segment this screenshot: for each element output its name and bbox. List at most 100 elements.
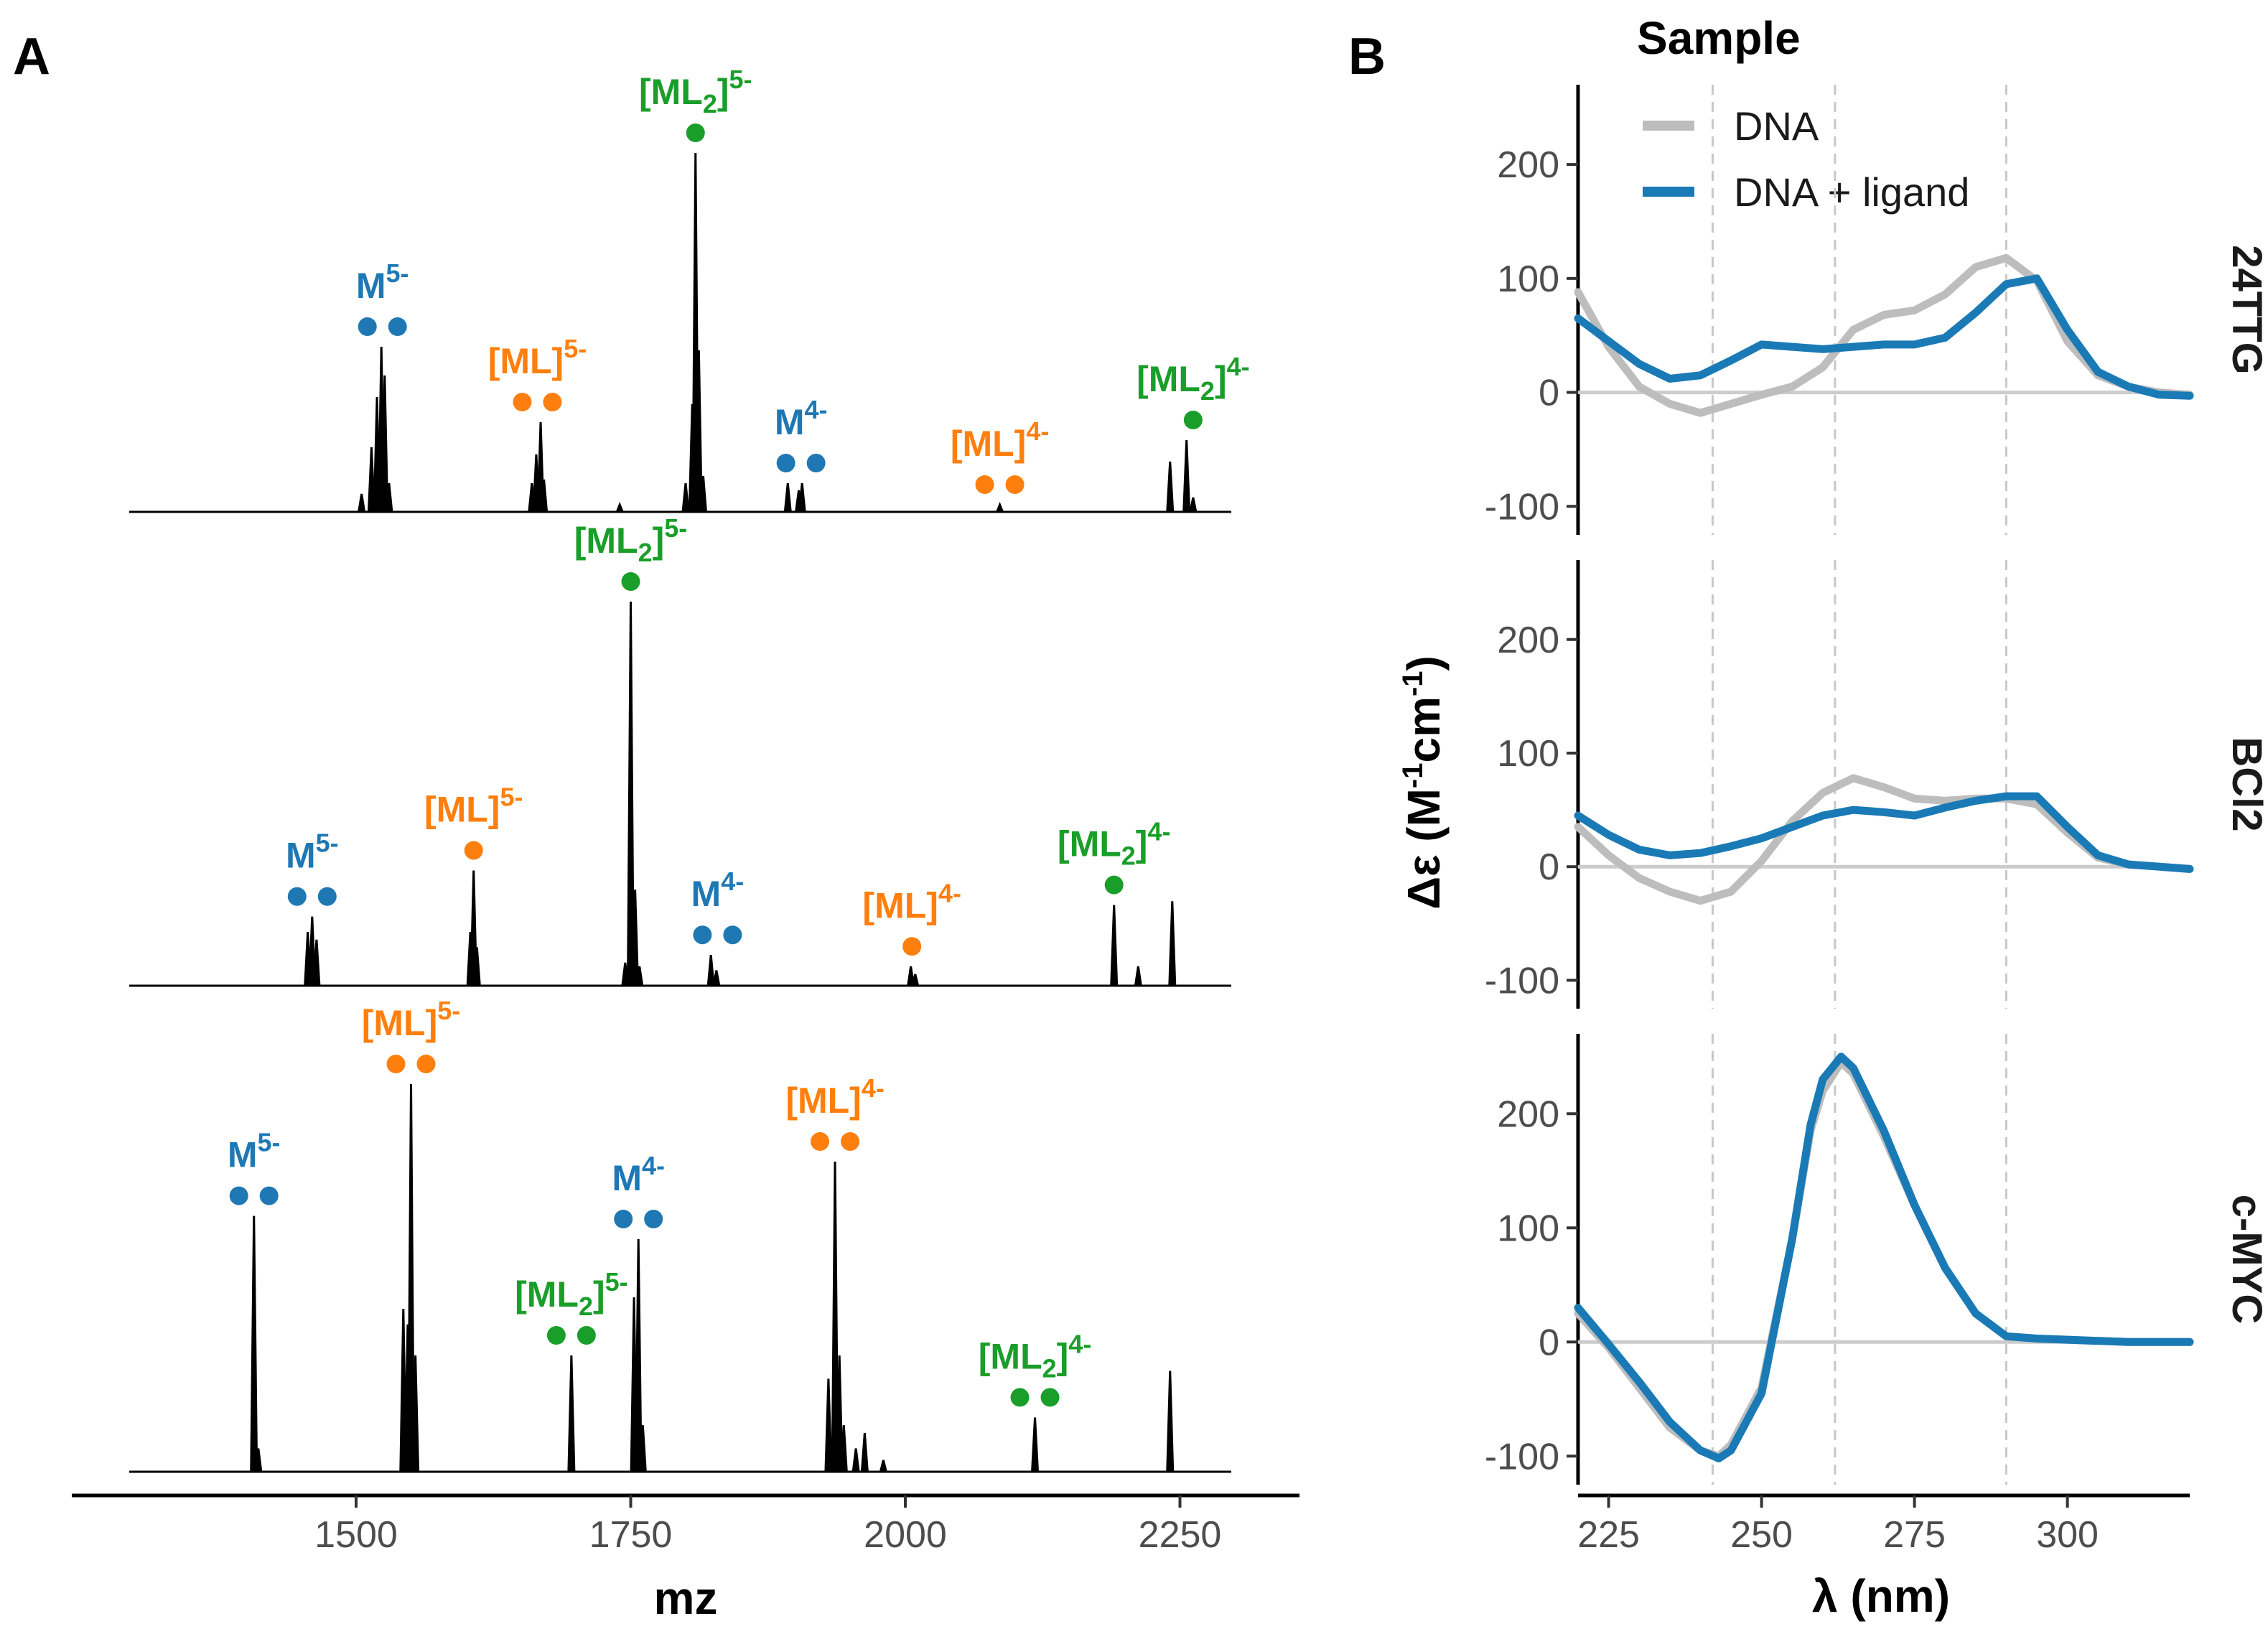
annotation-dot <box>644 1210 663 1228</box>
y-tick-label: -100 <box>1485 486 1559 528</box>
x-tick-label: 2250 <box>1139 1514 1222 1556</box>
peak-label-sub: 2 <box>703 89 717 118</box>
annotation-dot <box>693 925 712 945</box>
spectrum-peak <box>615 501 625 513</box>
panel-b: B Sample DNA DNA + ligand -100010020024T… <box>1348 12 2268 1622</box>
y-tick-label: -100 <box>1485 1436 1559 1477</box>
spectrum-peak <box>1168 901 1177 987</box>
spectrum-peak <box>621 962 630 987</box>
peak-label-sub: 2 <box>1200 376 1215 406</box>
peak-label: [ML2]5- <box>639 65 752 118</box>
peak-label: [ML2]5- <box>515 1267 628 1321</box>
series-line-dna <box>1574 1058 2194 1460</box>
spectrum-24ttg: M5-[ML]5-[ML2]5-M4-[ML]4-[ML2]4- <box>129 65 1250 513</box>
peak-label: [ML]5- <box>362 996 461 1043</box>
panel-b-x-axis-title: λ (nm) <box>1812 1570 1950 1622</box>
annotation-dot <box>841 1132 860 1151</box>
annotation-dot <box>358 317 377 336</box>
spectrum-peak <box>798 482 806 513</box>
peak-annotation-ml2: [ML2]4- <box>1058 817 1171 895</box>
spectrum-peak <box>308 916 317 987</box>
spectrum-peak <box>839 1425 848 1473</box>
spectrum-peak <box>1166 1371 1175 1473</box>
spectrum-peak <box>860 1432 869 1473</box>
panel-a-x-ticks: 1500 1750 2000 2250 <box>314 1495 1221 1556</box>
facet-bcl2: -100 0 100 200 BCl2 <box>1485 560 2268 1009</box>
peak-annotation-ml2: [ML2]5- <box>574 513 688 591</box>
y-tick-label: 0 <box>1539 373 1559 414</box>
annotation-dot <box>621 572 640 591</box>
panel-b-x-ticks: 225 250 275 300 <box>1577 1495 2099 1556</box>
peak-label: [ML2]4- <box>1058 817 1171 871</box>
panel-b-facets: -100 0 100 200 24TTG -100 0 100 200 BCl2 -100 0 100 2… <box>1485 85 2268 1485</box>
peak-annotation-ml: [ML]4- <box>785 1073 885 1151</box>
x-tick-label: 250 <box>1730 1514 1793 1556</box>
annotation-dot <box>543 393 562 411</box>
panel-a: A M5-[ML]5-[ML2]5-M4-[ML]4-[ML2]4-M5-[ML… <box>13 28 1299 1624</box>
x-tick-label: 1500 <box>314 1514 398 1556</box>
peak-label: [ML]4- <box>951 416 1050 464</box>
peak-label-sup: 4- <box>642 1151 665 1180</box>
spectrum-peak <box>910 974 920 987</box>
annotation-dot <box>416 1055 436 1073</box>
annotation-dot <box>1183 411 1203 429</box>
peak-label-main: [ML <box>515 1274 579 1315</box>
peak-annotation-ml2: [ML2]4- <box>1137 352 1250 429</box>
annotation-dot <box>513 393 532 411</box>
annotation-dot <box>317 887 337 906</box>
peak-label: [ML2]4- <box>979 1329 1092 1383</box>
peak-annotation-m: M4- <box>775 395 827 472</box>
peak-label: M5- <box>228 1128 281 1175</box>
x-tick-label: 225 <box>1577 1514 1640 1556</box>
peak-label-main: M <box>228 1135 258 1175</box>
spectrum-peak <box>472 947 481 987</box>
annotation-dot <box>1104 875 1124 895</box>
peak-label-bracket: ] <box>1215 359 1227 399</box>
peak-annotation-m: M5- <box>228 1128 281 1205</box>
peak-label-sub: 2 <box>579 1292 593 1321</box>
peak-label: [ML2]5- <box>574 513 688 567</box>
annotation-dot <box>546 1326 566 1345</box>
annotation-dot <box>975 475 994 494</box>
spectrum-peak <box>1182 439 1191 513</box>
peak-label-main: [ML <box>979 1336 1042 1376</box>
peak-label: [ML]4- <box>785 1073 885 1121</box>
panel-b-label: B <box>1348 28 1386 85</box>
legend-entry-dna: DNA <box>1643 103 1819 149</box>
y-axis-title-sup-1: -1 <box>1397 763 1429 789</box>
spectrum-peak <box>706 955 715 987</box>
peak-label-sup: 5- <box>437 996 460 1025</box>
y-tick-label: 200 <box>1497 620 1559 661</box>
spectrum-peak <box>411 1355 420 1473</box>
peak-label-bracket: ] <box>1057 1336 1069 1376</box>
x-tick-label: 1750 <box>589 1514 673 1556</box>
facet-strip-label: c-MYC <box>2223 1195 2268 1324</box>
spectrum-peak <box>831 1161 839 1473</box>
peak-label-sup: 5- <box>386 258 409 288</box>
annotation-dot <box>464 841 483 860</box>
series-line-dna <box>1574 774 2194 905</box>
peak-label-bracket: ] <box>1136 824 1148 864</box>
peak-label-sup: 5- <box>316 828 339 858</box>
y-tick-label: 200 <box>1497 1093 1559 1135</box>
y-tick-label: -100 <box>1485 960 1559 1002</box>
peak-label-main: [ML] <box>785 1080 862 1121</box>
peak-label-sup: 5- <box>664 513 687 543</box>
peak-label-sup: 4- <box>1026 416 1049 446</box>
series-line-dna-ligand <box>1574 274 2194 400</box>
peak-label-main: M <box>286 836 316 876</box>
x-tick-label: 2000 <box>864 1514 947 1556</box>
peak-label-sup: 4- <box>862 1073 885 1103</box>
annotation-dot <box>1040 1388 1060 1407</box>
annotation-dot <box>287 887 307 906</box>
annotation-dot <box>388 317 407 336</box>
peak-label-sup: 4- <box>1068 1329 1091 1358</box>
spectrum-peak <box>254 1448 263 1473</box>
y-axis-title-sup-2: -1 <box>1397 671 1429 696</box>
spectrum-peak <box>250 1215 258 1473</box>
peak-label-sup: 5- <box>500 783 523 812</box>
peak-annotation-ml: [ML]5- <box>362 996 461 1073</box>
peak-label-main: [ML] <box>488 341 564 381</box>
peak-annotation-ml2: [ML2]4- <box>979 1329 1092 1407</box>
